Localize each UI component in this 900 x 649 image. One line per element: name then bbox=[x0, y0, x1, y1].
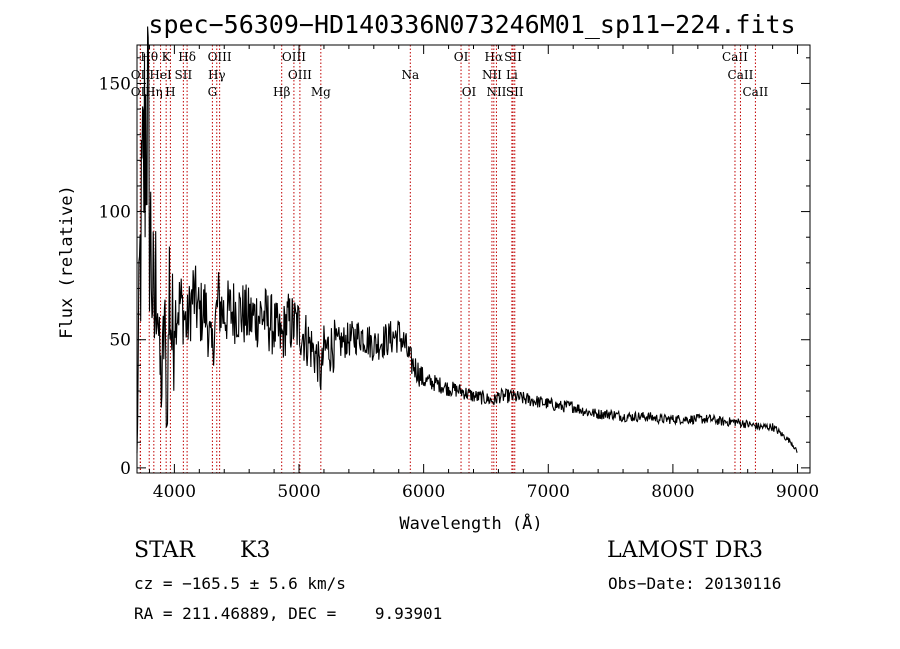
spectral-line-label: Mg bbox=[311, 85, 331, 99]
x-tick-label: 9000 bbox=[776, 482, 819, 502]
survey-name: LAMOST DR3 bbox=[607, 538, 763, 563]
spectral-line-label: CaII bbox=[742, 85, 768, 99]
axis-ticks: 4000 5000 6000 7000 8000 9000 0 50 100 150 bbox=[99, 45, 819, 502]
spectral-line-label: K bbox=[162, 50, 172, 64]
spectral-line-label: SII bbox=[504, 50, 522, 64]
spectral-line-label: SII bbox=[506, 85, 524, 99]
spectral-line-label: Hη bbox=[145, 85, 163, 99]
spectral-line-label: Li bbox=[506, 68, 518, 82]
spectral-line-label: Hδ bbox=[178, 50, 196, 64]
spectral-line-label: CaII bbox=[722, 50, 748, 64]
spectral-line-label: Na bbox=[401, 68, 419, 82]
spectral-line-label: Hγ bbox=[208, 68, 226, 82]
spectral-line-label: OIII bbox=[282, 50, 306, 64]
x-tick-label: 5000 bbox=[277, 482, 320, 502]
y-tick-label: 100 bbox=[99, 203, 131, 223]
x-tick-label: 6000 bbox=[402, 482, 445, 502]
x-tick-label: 8000 bbox=[651, 482, 694, 502]
coordinates: RA = 211.46889, DEC = 9.93901 bbox=[134, 604, 443, 623]
spectral-line-label: OII bbox=[131, 68, 151, 82]
y-axis-title: Flux (relative) bbox=[57, 185, 77, 339]
chart-title: spec−56309−HD140336N073246M01_sp11−224.f… bbox=[148, 10, 795, 39]
spectral-line-label: OIII bbox=[288, 68, 312, 82]
object-class: STAR bbox=[134, 538, 195, 563]
x-tick-label: 7000 bbox=[527, 482, 570, 502]
spectral-line-label: H bbox=[165, 85, 175, 99]
spectral-line-label: Hθ bbox=[140, 50, 158, 64]
spectral-line-label: HeI bbox=[149, 68, 172, 82]
spectral-line-label: OI bbox=[454, 50, 469, 64]
y-tick-label: 0 bbox=[120, 459, 131, 479]
y-tick-label: 150 bbox=[99, 74, 131, 94]
spectral-line-label: SII bbox=[175, 68, 193, 82]
redshift-velocity: cz = −165.5 ± 5.6 km/s bbox=[134, 574, 346, 593]
spectral-line-label: NII bbox=[482, 68, 502, 82]
y-tick-label: 50 bbox=[109, 331, 131, 351]
x-axis-title: Wavelength (Å) bbox=[399, 512, 542, 534]
object-subclass: K3 bbox=[240, 538, 271, 563]
spectral-line-label: CaII bbox=[728, 68, 754, 82]
flux-series-line bbox=[136, 26, 798, 454]
plot-frame bbox=[136, 44, 811, 474]
spectral-line-label: Hβ bbox=[273, 85, 290, 99]
spectral-line-label: OI bbox=[462, 85, 477, 99]
spectral-line-label: NII bbox=[486, 85, 506, 99]
spectral-line-label: Hα bbox=[485, 50, 504, 64]
spectral-line-label: OIII bbox=[208, 50, 232, 64]
x-tick-label: 4000 bbox=[153, 482, 196, 502]
spectral-line-label: G bbox=[208, 85, 218, 99]
observation-date: Obs−Date: 20130116 bbox=[608, 574, 782, 593]
